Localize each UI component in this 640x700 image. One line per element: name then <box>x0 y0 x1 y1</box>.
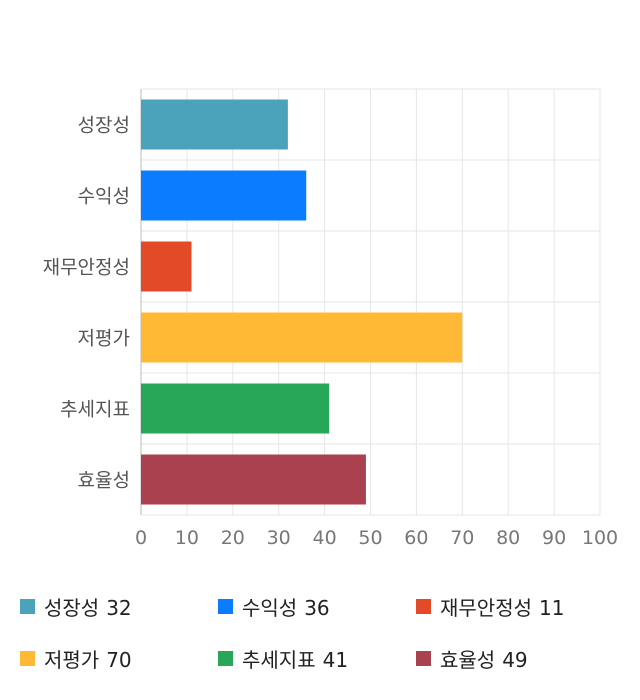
x-tick-label: 20 <box>221 527 245 549</box>
legend-item-profitability: 수익성 36 <box>218 592 416 621</box>
legend-swatch <box>218 650 233 666</box>
bar-2[interactable] <box>141 241 192 292</box>
bar-5[interactable] <box>141 454 366 505</box>
legend-value: 70 <box>106 647 132 672</box>
legend-label: 재무안정성 <box>440 595 532 620</box>
x-tick-label: 100 <box>582 527 618 549</box>
legend-value: 36 <box>304 595 330 620</box>
legend-row: 성장성 32 수익성 36 재무안정성 11 <box>20 580 620 632</box>
x-tick-label: 40 <box>313 527 337 549</box>
legend-value: 32 <box>106 595 132 620</box>
legend-swatch <box>416 650 431 666</box>
legend-swatch <box>20 598 35 614</box>
x-tick-label: 30 <box>267 527 291 549</box>
x-tick-label: 60 <box>404 527 428 549</box>
category-label: 재무안정성 <box>43 257 130 279</box>
bar-1[interactable] <box>141 170 307 221</box>
legend-label: 수익성 <box>242 595 298 620</box>
legend-item-stability: 재무안정성 11 <box>416 592 614 621</box>
category-label: 추세지표 <box>60 399 130 421</box>
legend-label: 저평가 <box>44 647 100 672</box>
legend-value: 49 <box>502 647 528 672</box>
x-axis-ticks: 0 10 20 30 40 50 60 70 80 90 100 <box>135 527 618 549</box>
chart-legend: 성장성 32 수익성 36 재무안정성 11 저평가 70 추세지표 41 효율성 49 <box>20 580 620 684</box>
bar-3[interactable] <box>141 312 463 363</box>
legend-swatch <box>416 598 431 614</box>
legend-value: 11 <box>539 595 565 620</box>
legend-label: 성장성 <box>44 595 100 620</box>
bar-4[interactable] <box>141 383 330 434</box>
legend-item-efficiency: 효율성 49 <box>416 644 614 673</box>
x-tick-label: 90 <box>542 527 566 549</box>
x-tick-label: 0 <box>135 527 147 549</box>
legend-item-undervalued: 저평가 70 <box>20 644 218 673</box>
x-tick-label: 70 <box>450 527 474 549</box>
chart-bars <box>141 99 463 505</box>
legend-label: 효율성 <box>440 647 496 672</box>
bar-0[interactable] <box>141 99 288 150</box>
category-label: 효율성 <box>78 470 130 492</box>
category-label: 성장성 <box>78 115 130 137</box>
legend-swatch <box>218 598 233 614</box>
legend-label: 추세지표 <box>242 647 316 672</box>
x-tick-label: 50 <box>358 527 382 549</box>
legend-swatch <box>20 650 35 666</box>
legend-item-trend: 추세지표 41 <box>218 644 416 673</box>
legend-item-growth: 성장성 32 <box>20 592 218 621</box>
legend-row: 저평가 70 추세지표 41 효율성 49 <box>20 632 620 684</box>
category-label: 수익성 <box>78 186 130 208</box>
x-tick-label: 10 <box>175 527 199 549</box>
legend-value: 41 <box>322 647 349 672</box>
x-tick-label: 80 <box>496 527 520 549</box>
category-label: 저평가 <box>78 328 130 350</box>
chart-grid <box>140 88 601 516</box>
